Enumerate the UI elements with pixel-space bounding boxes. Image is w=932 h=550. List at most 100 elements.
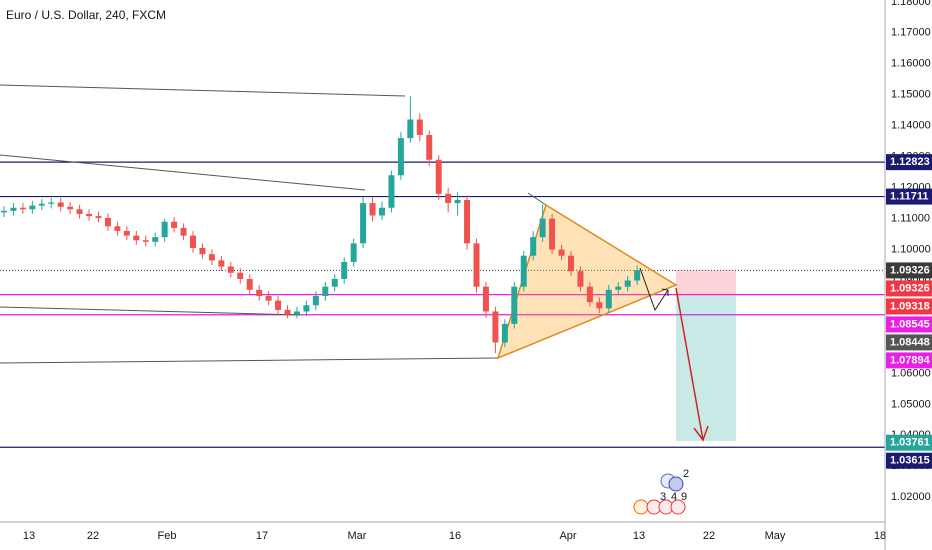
chart-title: Euro / U.S. Dollar, 240, FXCM [6,8,166,22]
x-tick-label: 22 [87,530,99,542]
candle-body [416,119,423,135]
candle-body [152,237,159,242]
x-tick-label: Mar [348,530,367,542]
candle-body [142,240,149,242]
y-tick-label: 1.15000 [891,89,931,101]
candle-body [511,286,518,324]
candle-body [615,286,622,290]
trend-line [0,84,406,97]
price-label: 1.03615 [890,455,930,467]
candle-body [464,200,471,244]
price-label: 1.07894 [890,354,931,366]
arrow-head [661,288,669,296]
candle-body [48,202,55,204]
candle-body [482,286,489,312]
price-label-box [886,452,932,469]
candle-body [67,206,74,210]
event-count: 4 [671,491,677,503]
x-tick-label: May [765,530,786,542]
candle-body [549,218,556,250]
price-label-box [886,434,932,451]
price-label-box [886,280,932,297]
y-tick-label: 1.06000 [891,367,931,379]
x-tick-label: 22 [703,530,715,542]
price-label-box [886,188,932,205]
candle-body [331,278,338,287]
x-tick-label: Feb [158,530,177,542]
candle-body [605,289,612,309]
candle-body [379,207,385,216]
price-label-box [886,298,932,315]
candle-body [322,286,329,296]
candle-body [369,203,376,216]
candle-body [171,221,178,228]
candle-body [10,207,17,211]
candle-body [312,295,319,306]
candle-body [530,237,537,256]
candle-body [360,203,367,244]
event-icon[interactable] [668,476,684,492]
candle-body [426,134,433,160]
candle-body [624,280,631,287]
y-tick-label: 1.16000 [891,58,931,70]
candle-body [256,289,263,296]
y-tick-label: 1.10000 [891,243,931,255]
candle-body [123,230,130,236]
candle-body [577,271,584,287]
trend-line [527,192,547,206]
candle-body [208,254,215,261]
candle-body [76,209,83,214]
candle-body [104,217,111,227]
candle-body [86,213,93,217]
y-tick-label: 1.02000 [891,491,931,503]
y-tick-label: 1.14000 [891,120,931,132]
x-tick-label: 18 [874,530,886,542]
candle-body [161,221,168,238]
candle-body [350,243,357,262]
price-label-box [886,316,932,333]
candle-body [57,202,64,207]
price-label: 1.09326 [890,282,930,294]
price-label: 1.08448 [890,336,930,348]
arrow [675,287,704,441]
event-count: 2 [683,468,689,480]
candle-body [501,323,508,343]
events: 2 3 4 9 [633,468,689,515]
event-count: 9 [681,491,687,503]
candle-body [520,255,527,287]
candle-body [284,309,291,315]
candle-body [539,218,546,238]
candle-body [190,235,196,248]
price-label: 1.09318 [890,300,930,312]
price-label: 1.03761 [890,437,930,449]
event-icon[interactable] [670,499,686,515]
candle-body [397,138,404,176]
candle-body [275,300,282,310]
y-tick-label: 1.11000 [891,212,930,224]
candle-body [303,305,310,312]
trend-line [0,306,301,316]
candle-body [634,270,641,281]
candle-body [558,249,565,256]
price-label: 1.08545 [890,318,930,330]
price-label-box [886,352,932,369]
trend-line [0,154,366,191]
y-tick-label: 1.05000 [891,398,931,410]
candle-body [265,295,272,301]
price-label: 1.12823 [890,156,930,168]
x-tick-label: 16 [449,530,461,542]
candle-body [95,216,102,218]
event-count: 3 [660,491,666,503]
event-icon[interactable] [633,499,649,515]
candle-body [596,302,603,309]
candle-body [407,119,414,139]
x-tick-label: 13 [23,530,35,542]
drawings [0,84,736,442]
candle-body [218,260,225,267]
candle-body [445,193,452,204]
x-tick-label: 13 [633,530,645,542]
price-label-box [886,334,932,351]
candle-body [237,272,244,279]
candle-body [293,311,300,315]
